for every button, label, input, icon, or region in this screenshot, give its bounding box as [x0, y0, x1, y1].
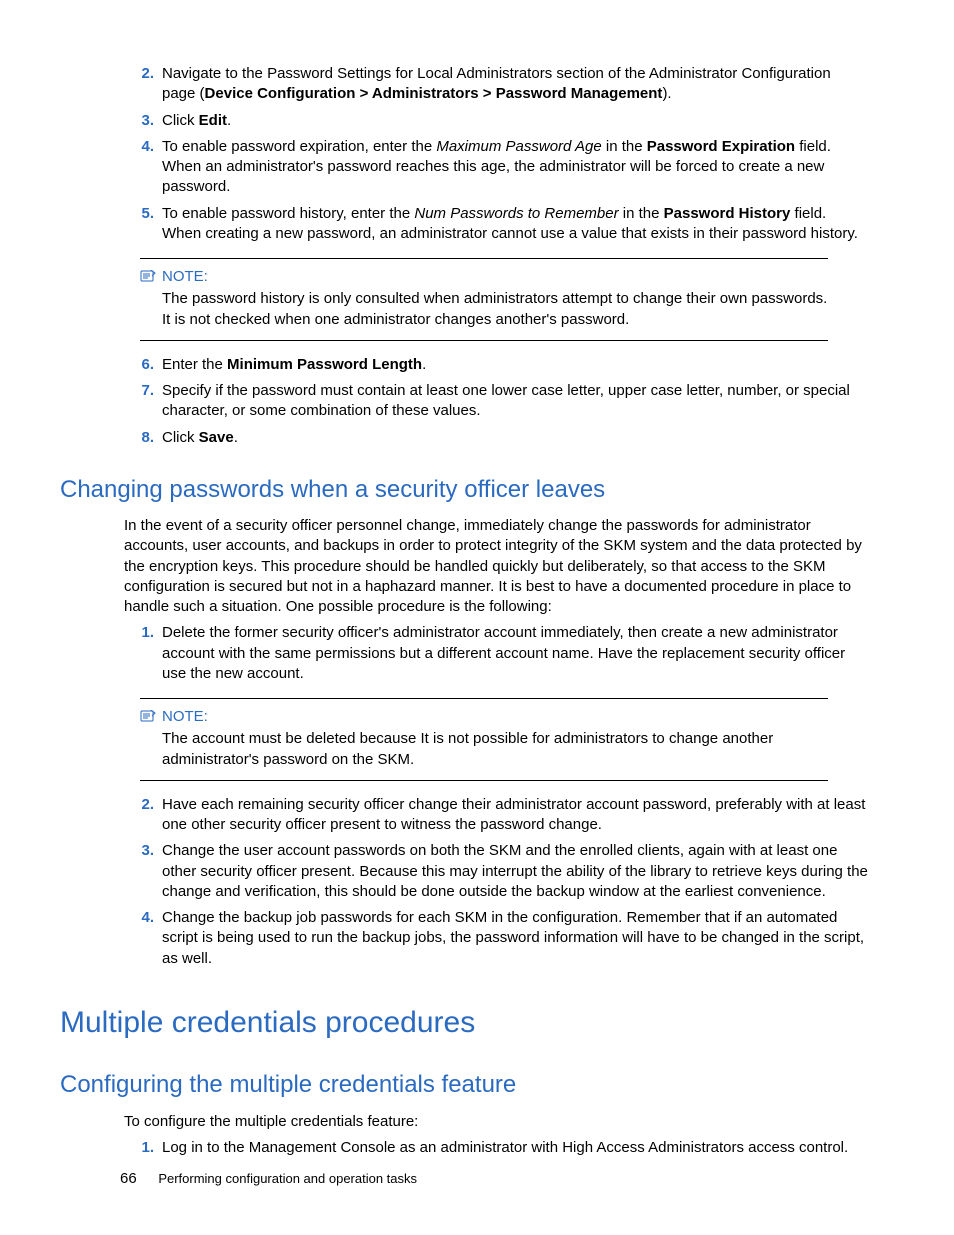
note-block: NOTE: The password history is only consu… — [140, 258, 868, 341]
list-marker: 1. — [124, 623, 162, 684]
list-marker: 2. — [124, 64, 162, 105]
list-item: 7.Specify if the password must contain a… — [124, 381, 868, 422]
page-footer: 66 Performing configuration and operatio… — [120, 1169, 417, 1189]
list-item-body: Click Save. — [162, 428, 868, 448]
list-marker: 6. — [124, 355, 162, 375]
list-item-body: Log in to the Management Console as an a… — [162, 1138, 868, 1158]
list-marker: 3. — [124, 841, 162, 902]
note-header: NOTE: — [140, 267, 828, 287]
chapter-title: Performing configuration and operation t… — [158, 1171, 417, 1186]
list-marker: 8. — [124, 428, 162, 448]
list-item-body: Click Edit. — [162, 111, 868, 131]
section-heading: Configuring the multiple credentials fea… — [60, 1069, 868, 1101]
list-item: 3.Click Edit. — [124, 111, 868, 131]
ordered-list: 2.Navigate to the Password Settings for … — [60, 64, 868, 244]
note-body: The account must be deleted because It i… — [162, 729, 828, 770]
list-item-body: Change the backup job passwords for each… — [162, 908, 868, 969]
ordered-list: 1.Log in to the Management Console as an… — [60, 1138, 868, 1158]
note-title: NOTE: — [162, 707, 208, 727]
section-heading-large: Multiple credentials procedures — [60, 1003, 868, 1044]
note-block: NOTE: The account must be deleted becaus… — [140, 698, 868, 781]
horizontal-rule — [140, 340, 828, 341]
list-item-body: To enable password expiration, enter the… — [162, 137, 868, 198]
note-icon — [140, 710, 156, 724]
list-marker: 3. — [124, 111, 162, 131]
list-item-body: Navigate to the Password Settings for Lo… — [162, 64, 868, 105]
list-item: 4.To enable password expiration, enter t… — [124, 137, 868, 198]
paragraph: To configure the multiple credentials fe… — [124, 1112, 868, 1132]
list-item-body: Have each remaining security officer cha… — [162, 795, 868, 836]
list-item-body: To enable password history, enter the Nu… — [162, 204, 868, 245]
list-item: 2.Have each remaining security officer c… — [124, 795, 868, 836]
list-item: 4.Change the backup job passwords for ea… — [124, 908, 868, 969]
list-item-body: Enter the Minimum Password Length. — [162, 355, 868, 375]
list-marker: 5. — [124, 204, 162, 245]
list-item: 3.Change the user account passwords on b… — [124, 841, 868, 902]
list-marker: 4. — [124, 908, 162, 969]
horizontal-rule — [140, 258, 828, 259]
list-marker: 1. — [124, 1138, 162, 1158]
list-item-body: Specify if the password must contain at … — [162, 381, 868, 422]
list-marker: 4. — [124, 137, 162, 198]
horizontal-rule — [140, 780, 828, 781]
list-marker: 2. — [124, 795, 162, 836]
section-heading: Changing passwords when a security offic… — [60, 474, 868, 506]
document-page: 2.Navigate to the Password Settings for … — [0, 0, 954, 1235]
horizontal-rule — [140, 698, 828, 699]
paragraph: In the event of a security officer perso… — [124, 516, 868, 617]
list-item: 5.To enable password history, enter the … — [124, 204, 868, 245]
note-icon — [140, 270, 156, 284]
list-item: 2.Navigate to the Password Settings for … — [124, 64, 868, 105]
list-item: 1.Delete the former security officer's a… — [124, 623, 868, 684]
note-body: The password history is only consulted w… — [162, 289, 828, 330]
ordered-list: 6.Enter the Minimum Password Length.7.Sp… — [60, 355, 868, 448]
page-number: 66 — [120, 1170, 137, 1187]
list-item-body: Delete the former security officer's adm… — [162, 623, 868, 684]
list-item: 1.Log in to the Management Console as an… — [124, 1138, 868, 1158]
ordered-list: 2.Have each remaining security officer c… — [60, 795, 868, 969]
ordered-list: 1.Delete the former security officer's a… — [60, 623, 868, 684]
list-item: 8.Click Save. — [124, 428, 868, 448]
list-item-body: Change the user account passwords on bot… — [162, 841, 868, 902]
list-marker: 7. — [124, 381, 162, 422]
list-item: 6.Enter the Minimum Password Length. — [124, 355, 868, 375]
note-header: NOTE: — [140, 707, 828, 727]
note-title: NOTE: — [162, 267, 208, 287]
